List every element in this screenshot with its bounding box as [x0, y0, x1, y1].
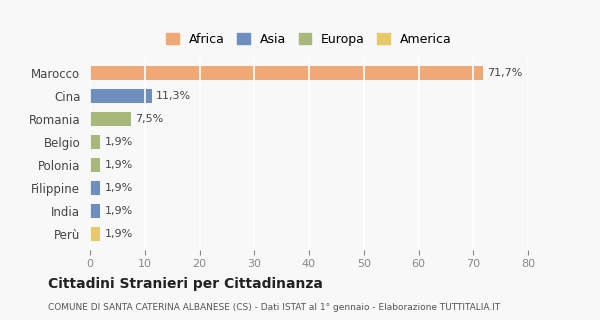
- Text: 7,5%: 7,5%: [136, 114, 164, 124]
- Bar: [90, 181, 100, 195]
- Text: COMUNE DI SANTA CATERINA ALBANESE (CS) - Dati ISTAT al 1° gennaio - Elaborazione: COMUNE DI SANTA CATERINA ALBANESE (CS) -…: [48, 303, 500, 312]
- Bar: [90, 227, 100, 241]
- Text: 11,3%: 11,3%: [156, 91, 191, 101]
- Text: 1,9%: 1,9%: [105, 229, 133, 239]
- Bar: [90, 204, 100, 218]
- Text: 71,7%: 71,7%: [487, 68, 523, 78]
- Text: 1,9%: 1,9%: [105, 137, 133, 147]
- Text: 1,9%: 1,9%: [105, 183, 133, 193]
- Bar: [90, 66, 482, 80]
- Text: Cittadini Stranieri per Cittadinanza: Cittadini Stranieri per Cittadinanza: [48, 277, 323, 291]
- Bar: [90, 158, 100, 172]
- Text: 1,9%: 1,9%: [105, 160, 133, 170]
- Text: 1,9%: 1,9%: [105, 206, 133, 216]
- Bar: [90, 89, 152, 103]
- Legend: Africa, Asia, Europa, America: Africa, Asia, Europa, America: [163, 29, 455, 50]
- Bar: [90, 135, 100, 149]
- Bar: [90, 112, 131, 126]
